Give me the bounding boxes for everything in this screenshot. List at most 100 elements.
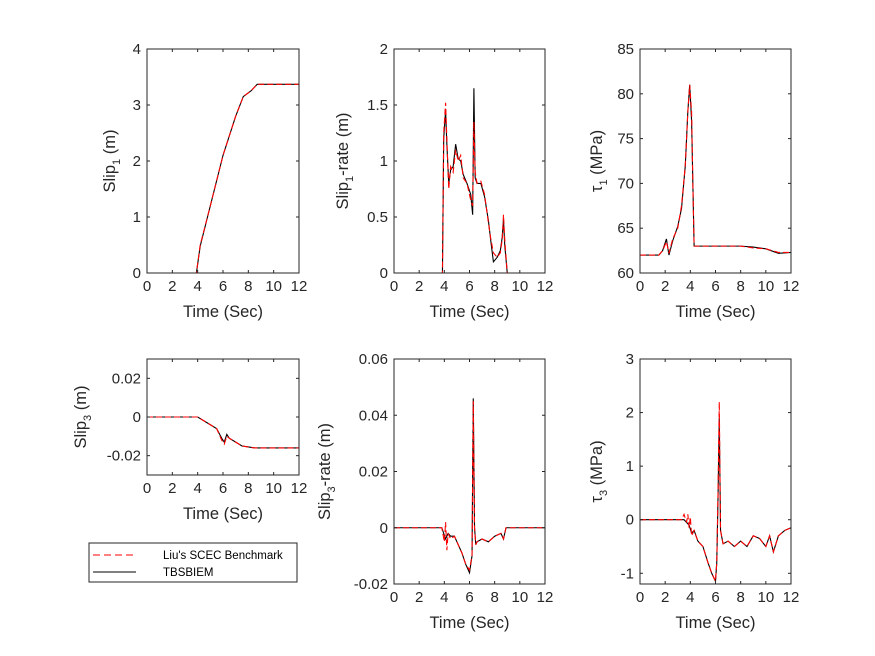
x-tick-label: 6 <box>465 278 473 295</box>
x-tick-label: 12 <box>537 589 554 606</box>
x-tick-label: 8 <box>490 278 498 295</box>
y-tick-label: 75 <box>617 131 634 148</box>
y-tick-label: 0 <box>626 512 634 529</box>
x-tick-label: 2 <box>415 278 423 295</box>
y-tick-label: 1.5 <box>367 97 388 114</box>
x-tick-label: 10 <box>265 480 282 497</box>
x-tick-label: 0 <box>390 278 398 295</box>
plot-area <box>394 49 545 273</box>
x-tick-label: 2 <box>415 589 423 606</box>
x-tick-label: 8 <box>736 278 744 295</box>
x-tick-label: 12 <box>783 589 800 606</box>
x-axis-label: Time (Sec) <box>675 614 755 632</box>
x-tick-label: 8 <box>736 589 744 606</box>
x-tick-label: 0 <box>390 589 398 606</box>
y-tick-label: -0.02 <box>354 576 388 593</box>
x-tick-label: 4 <box>440 278 448 295</box>
y-tick-label: 0.06 <box>359 351 388 368</box>
plot-area <box>640 359 791 584</box>
x-tick-label: 2 <box>661 278 669 295</box>
legend-box <box>88 542 298 583</box>
x-tick-label: 6 <box>711 278 719 295</box>
y-tick-label: 0.02 <box>112 370 141 387</box>
x-tick-label: 2 <box>168 278 176 295</box>
plot-area <box>147 49 299 273</box>
x-tick-label: 4 <box>686 278 694 295</box>
series-benchmark-line <box>640 401 791 584</box>
y-tick-label: 0 <box>133 265 141 282</box>
y-tick-label: 0 <box>380 265 388 282</box>
y-tick-label: 0.5 <box>367 209 388 226</box>
y-axis-label: Slip1-rate (m) <box>334 113 356 210</box>
x-axis-label: Time (Sec) <box>429 614 509 632</box>
x-tick-label: 8 <box>244 480 252 497</box>
x-tick-label: 12 <box>291 278 308 295</box>
x-tick-label: 4 <box>440 589 448 606</box>
legend-benchmark-label: Liu's SCEC Benchmark <box>163 550 283 562</box>
x-tick-label: 10 <box>511 589 528 606</box>
x-tick-label: 0 <box>143 278 151 295</box>
x-tick-label: 2 <box>168 480 176 497</box>
x-tick-label: 12 <box>783 278 800 295</box>
y-tick-label: 85 <box>617 41 634 58</box>
x-tick-label: 10 <box>757 278 774 295</box>
x-tick-label: 10 <box>265 278 282 295</box>
x-axis-label: Time (Sec) <box>183 303 263 321</box>
y-tick-label: 80 <box>617 86 634 103</box>
y-tick-label: -0.02 <box>107 448 141 465</box>
panel-tau1: 0 2 4 6 8 10 12 60 65 70 75 80 85 Time (Sec) τ1 (MPa) <box>588 41 799 321</box>
y-tick-label: 3 <box>133 97 141 114</box>
series-tbsbiem-line <box>394 398 545 575</box>
x-tick-label: 6 <box>219 278 227 295</box>
series-benchmark-line <box>147 416 299 449</box>
plot-area <box>640 49 791 273</box>
y-tick-label: 65 <box>617 220 634 237</box>
series-benchmark-line <box>394 102 545 273</box>
x-tick-label: 0 <box>636 278 644 295</box>
series-benchmark-line <box>640 84 791 256</box>
x-tick-label: 2 <box>661 589 669 606</box>
y-axis-label: Slip3 (m) <box>72 386 94 449</box>
y-axis-label: Slip3-rate (m) <box>316 423 338 520</box>
x-tick-label: 6 <box>465 589 473 606</box>
x-tick-label: 12 <box>291 480 308 497</box>
series-benchmark-line <box>147 83 299 273</box>
x-axis-label: Time (Sec) <box>675 303 755 321</box>
y-tick-label: 1 <box>380 153 388 170</box>
y-tick-label: 60 <box>617 265 634 282</box>
y-tick-label: 2 <box>626 405 634 422</box>
y-tick-label: 70 <box>617 175 634 192</box>
y-tick-label: 2 <box>380 41 388 58</box>
x-tick-label: 4 <box>686 589 694 606</box>
legend: Liu's SCEC Benchmark TBSBIEM <box>88 542 298 583</box>
y-axis-label: τ3 (MPa) <box>588 440 610 502</box>
y-tick-label: 0 <box>380 520 388 537</box>
x-tick-label: 4 <box>193 480 201 497</box>
x-tick-label: 6 <box>219 480 227 497</box>
y-axis-label: Slip1 (m) <box>101 130 123 193</box>
x-tick-label: 8 <box>244 278 252 295</box>
y-tick-label: 0.04 <box>359 407 388 424</box>
y-tick-label: 0 <box>133 409 141 426</box>
x-tick-label: 6 <box>711 589 719 606</box>
y-tick-label: 1 <box>133 209 141 226</box>
y-tick-label: -1 <box>621 565 634 582</box>
x-axis-label: Time (Sec) <box>429 303 509 321</box>
x-tick-label: 8 <box>490 589 498 606</box>
x-tick-label: 12 <box>537 278 554 295</box>
x-tick-label: 4 <box>193 278 201 295</box>
y-tick-label: 1 <box>626 458 634 475</box>
y-tick-label: 0.02 <box>359 464 388 481</box>
x-tick-label: 10 <box>757 589 774 606</box>
y-tick-label: 4 <box>133 41 141 58</box>
x-tick-label: 0 <box>636 589 644 606</box>
y-tick-label: 2 <box>133 153 141 170</box>
x-tick-label: 10 <box>511 278 528 295</box>
y-axis-label: τ1 (MPa) <box>588 130 610 192</box>
